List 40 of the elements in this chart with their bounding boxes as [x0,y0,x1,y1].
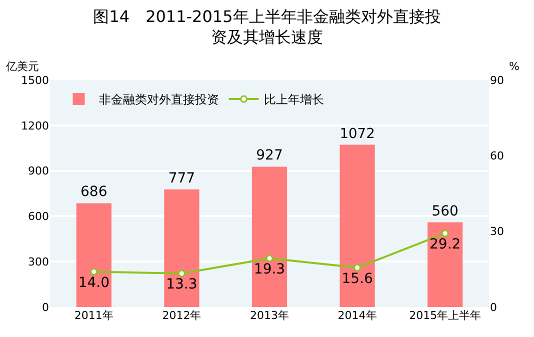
x-tick-label: 2014年 [338,309,377,322]
data-label: 560 [432,203,458,220]
legend-label: 比上年增长 [264,92,324,107]
y2-axis-title: % [509,60,520,73]
data-label: 927 [256,148,283,164]
x-tick-label: 2013年 [250,309,289,322]
data-label: 15.6 [342,270,373,287]
data-label: 14.0 [78,274,110,291]
data-label: 1072 [340,126,375,142]
data-label: 686 [80,184,108,200]
x-tick-label: 2012年 [162,309,202,322]
data-label: 13.3 [166,276,198,293]
data-label: 777 [168,170,196,186]
bar [340,144,375,307]
y-tick-label: 0 [42,300,49,314]
point [266,254,274,262]
bar [428,222,463,307]
point [90,268,98,276]
x-tick-label: 2011年 [74,309,114,322]
point [178,270,186,278]
y2-tick-label: 90 [490,74,504,87]
chart-title: 图14 2011-2015年上半年非金融类对外直接投资及其增长速度 [93,6,441,47]
data-label: 29.2 [430,236,461,253]
y-tick-label: 900 [28,164,49,178]
bar [252,166,288,307]
bar [76,203,112,307]
y-tick-label: 1500 [21,74,49,87]
bar [164,189,200,307]
y-tick-label: 1200 [21,119,49,132]
y2-tick-label: 30 [490,225,504,238]
data-label: 19.3 [254,262,286,278]
x-tick-label: 2015年上半年 [409,309,482,322]
legend-label: 非金融类对外直接投资 [98,92,219,107]
y-tick-label: 300 [28,255,49,268]
y-tick-label: 600 [28,210,49,224]
y-axis-title: 亿美元 [5,60,39,73]
y2-tick-label: 0 [490,300,497,314]
point [354,264,362,272]
y2-tick-label: 60 [490,150,504,163]
point [441,230,449,238]
